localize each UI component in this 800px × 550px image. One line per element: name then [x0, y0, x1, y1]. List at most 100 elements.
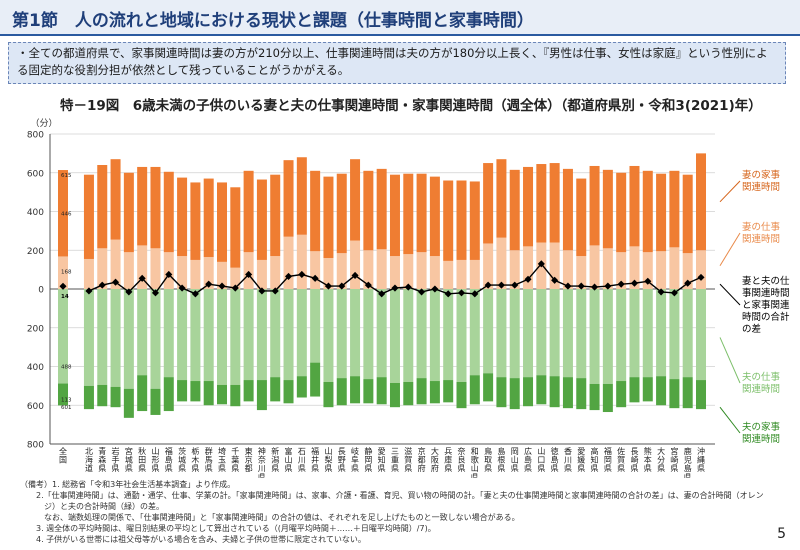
- bar-husband-work: [150, 289, 161, 389]
- bar-wife-housework: [416, 173, 427, 253]
- diff-point: [404, 283, 412, 291]
- legend-item: 妻の仕事関連時間: [742, 221, 781, 245]
- bar-wife-work: [682, 253, 693, 289]
- bar-wife-housework: [363, 170, 374, 251]
- x-tick-label: 広島県: [524, 446, 532, 473]
- header-bar: 第1節 人の流れと地域における現状と課題（仕事時間と家事時間）: [0, 0, 800, 36]
- bar-wife-work: [669, 247, 680, 289]
- page-number: 5: [777, 526, 786, 542]
- bar-wife-housework: [509, 169, 520, 251]
- bar-wife-housework: [403, 173, 414, 255]
- bar-wife-housework: [310, 170, 321, 252]
- bar-wife-work: [190, 259, 201, 289]
- bar-wife-housework: [256, 179, 267, 260]
- diff-point: [59, 282, 67, 290]
- diff-point: [298, 270, 306, 279]
- bar-husband-work: [350, 289, 361, 377]
- bar-wife-work: [403, 254, 414, 289]
- bar-wife-housework: [602, 169, 613, 249]
- bar-wife-housework: [389, 174, 400, 257]
- x-tick-label: 佐賀県: [617, 446, 625, 473]
- bar-husband-housework: [256, 380, 267, 411]
- x-tick-label: 福島県: [165, 447, 173, 473]
- x-tick-label: 群馬県: [205, 446, 213, 473]
- y-tick-label: 800: [27, 131, 44, 141]
- bar-husband-work: [536, 289, 547, 376]
- bar-wife-housework: [696, 153, 707, 251]
- bar-wife-housework: [669, 170, 680, 248]
- diff-point: [591, 283, 599, 291]
- bar-husband-housework: [549, 376, 560, 408]
- diff-point: [218, 282, 226, 290]
- bar-husband-work: [123, 289, 134, 389]
- bar-wife-work: [469, 259, 480, 289]
- page-heading: 第1節 人の流れと地域における現状と課題（仕事時間と家事時間）: [12, 11, 534, 31]
- diff-point: [364, 281, 372, 289]
- bar-husband-work: [642, 289, 653, 378]
- bar-wife-work: [656, 251, 667, 289]
- x-tick-label: 岩手県: [112, 446, 120, 473]
- bar-wife-housework: [429, 176, 440, 257]
- x-tick-label: 京都府: [418, 446, 426, 473]
- bar-husband-work: [323, 289, 334, 382]
- diff-point: [178, 284, 186, 292]
- bar-husband-work: [483, 289, 494, 374]
- bar-husband-work: [456, 289, 467, 382]
- bar-wife-work: [523, 246, 534, 289]
- x-tick-label: 栃木県: [191, 446, 199, 473]
- diff-point: [324, 282, 332, 290]
- bar-husband-housework: [523, 377, 534, 407]
- x-tick-label: 東京都: [245, 446, 253, 473]
- x-tick-label: 山梨県: [324, 446, 332, 473]
- diff-point: [98, 281, 106, 289]
- bar-wife-work: [203, 257, 214, 289]
- bar-husband-housework: [682, 377, 693, 409]
- bar-husband-housework: [97, 384, 108, 407]
- bar-husband-housework: [110, 386, 121, 408]
- diff-point: [617, 280, 625, 288]
- x-tick-label: 兵庫県: [444, 446, 452, 473]
- bar-wife-work: [616, 252, 627, 289]
- bar-wife-work: [589, 245, 600, 289]
- bar-husband-work: [97, 289, 108, 385]
- bar-wife-work: [429, 256, 440, 289]
- footnote-line: 4. 子供がいる世帯には祖父母等がいる場合を含み、夫婦と子供の世帯に限定されてい…: [20, 535, 366, 544]
- x-tick-label: 埼玉県: [218, 446, 226, 473]
- bar-husband-housework: [283, 380, 294, 404]
- x-tick-label: 北海道: [85, 447, 93, 473]
- bar-wife-work: [483, 243, 494, 289]
- diff-point: [444, 290, 452, 298]
- x-tick-label: 島根県: [497, 446, 505, 473]
- data-label: 488: [61, 365, 72, 371]
- x-tick-label: 徳島県: [551, 446, 559, 473]
- legend-leader: [719, 180, 741, 203]
- footnote-line: なお、端数処理の関係で、「仕事関連時間」と「家事関連時間」の合計の値は、それぞれ…: [20, 513, 520, 522]
- x-tick-label: 千葉県: [231, 446, 239, 473]
- bar-husband-housework: [656, 376, 667, 406]
- bar-husband-housework: [669, 379, 680, 409]
- legend-item: 妻と夫の仕事関連時間と家事関連時間の合計の差: [742, 275, 790, 335]
- bar-wife-housework: [217, 182, 228, 262]
- x-tick-label: 三重県: [391, 447, 399, 473]
- x-tick-label: 秋田県: [138, 446, 146, 473]
- x-tick-label: 滋賀県: [404, 446, 412, 473]
- bar-wife-work: [270, 256, 281, 289]
- bar-wife-work: [83, 258, 94, 289]
- bar-wife-work: [549, 242, 560, 289]
- bar-wife-work: [576, 256, 587, 289]
- diff-point: [284, 272, 293, 280]
- x-tick-label: 山形県: [151, 446, 159, 473]
- bar-husband-housework: [363, 379, 374, 404]
- bar-wife-housework: [549, 163, 560, 243]
- bar-wife-housework: [562, 168, 573, 251]
- bar-husband-housework: [389, 382, 400, 408]
- bar-husband-work: [376, 289, 387, 378]
- bar-husband-work: [270, 289, 281, 378]
- bar-wife-work: [256, 259, 267, 289]
- bar-wife-work: [230, 267, 241, 289]
- diff-point: [604, 282, 612, 290]
- bar-husband-work: [509, 289, 520, 379]
- data-label: 615: [61, 173, 72, 179]
- bar-husband-work: [190, 289, 201, 382]
- diff-point: [258, 287, 266, 295]
